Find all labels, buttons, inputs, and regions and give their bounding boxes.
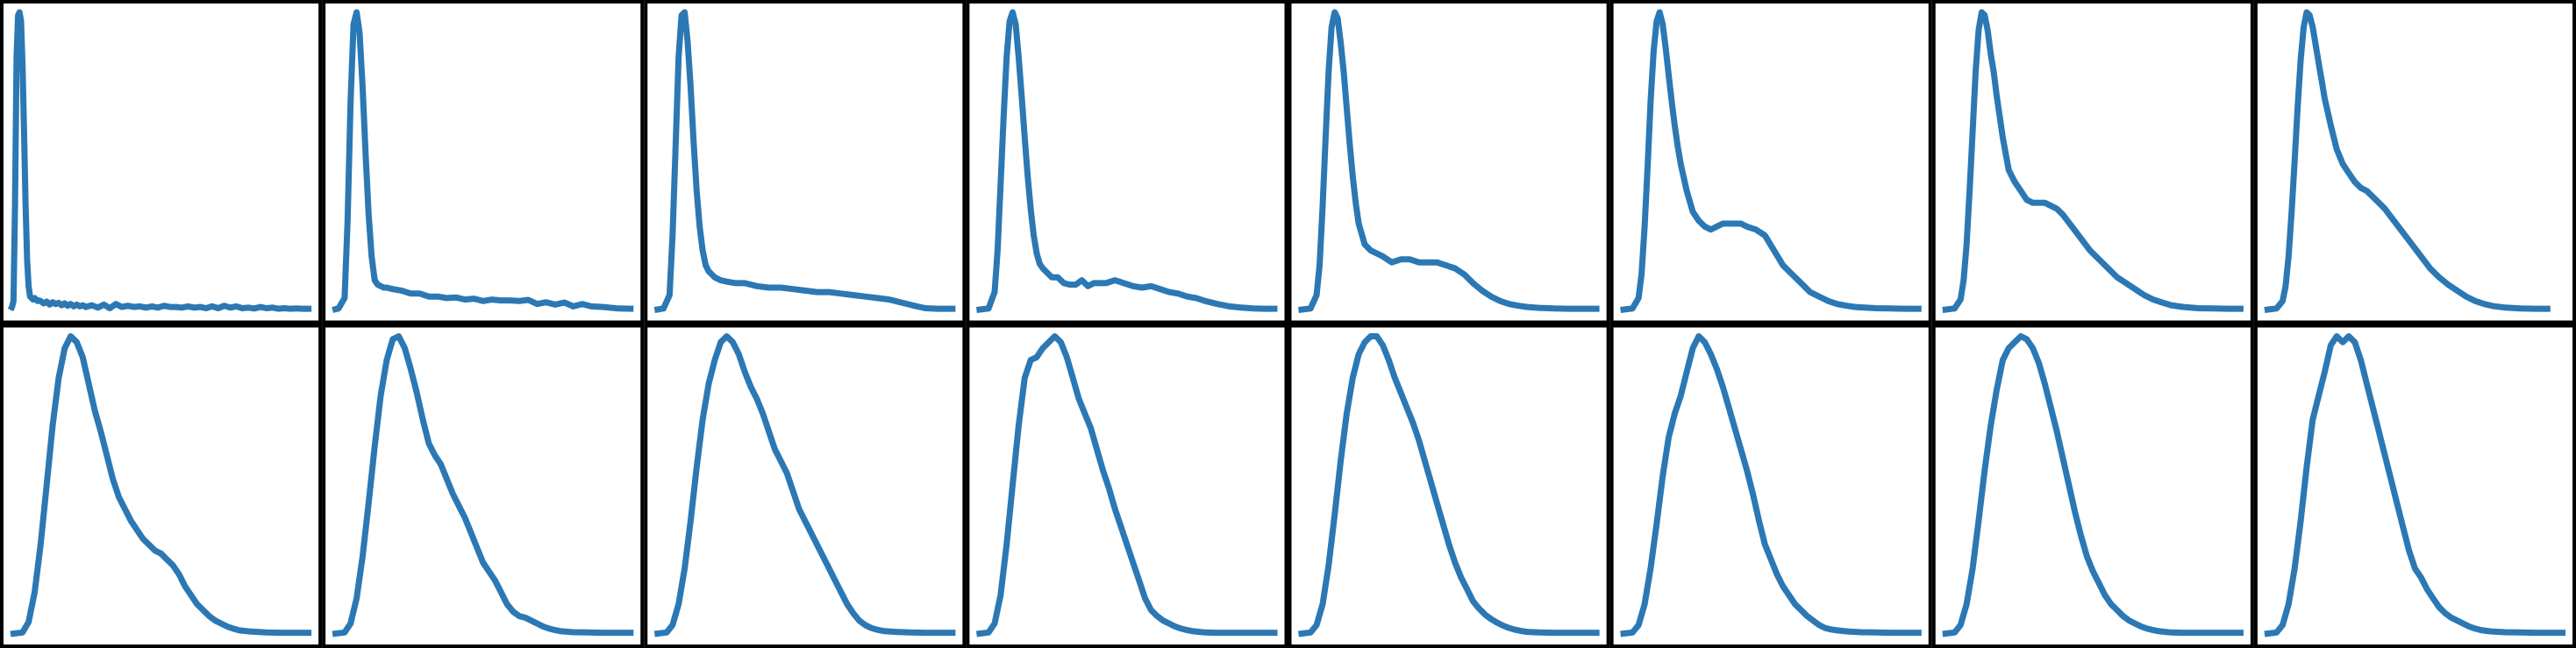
density-line [332,333,634,637]
subplot-frame [1288,324,1610,648]
subplot-frame [1931,324,2254,648]
subplot-4 [966,0,1288,324]
subplot-9 [0,324,323,648]
subplot-10 [322,324,645,648]
subplot-11 [644,324,967,648]
density-line [2264,333,2565,637]
density-line [653,333,956,637]
density-line [1942,9,2244,313]
density-line [2264,9,2551,313]
subplot-frame [1609,0,1932,324]
subplot-3 [644,0,967,324]
density-line [975,333,1278,637]
density-line [10,333,312,637]
subplot-frame [322,324,645,648]
subplot-frame [1931,0,2254,324]
subplot-7 [1931,0,2254,324]
subplot-6 [1609,0,1932,324]
density-line [7,9,312,312]
subplot-5 [1288,0,1610,324]
subplot-frame [644,0,967,324]
density-line [332,9,634,313]
subplot-8 [2253,0,2576,324]
subplot-14 [1609,324,1932,648]
subplot-frame [1609,324,1932,648]
subplot-1 [0,0,323,324]
density-line [1620,9,1922,313]
density-line [1942,333,2244,637]
subplot-15 [1931,324,2254,648]
subplot-frame [0,324,323,648]
subplot-2 [322,0,645,324]
subplot-frame [966,324,1288,648]
subplot-16 [2253,324,2576,648]
subplot-frame [1288,0,1610,324]
density-line [1620,333,1922,637]
subplot-frame [0,0,323,324]
subplot-frame [2253,0,2576,324]
density-line [653,9,956,313]
subplot-frame [322,0,645,324]
density-line [1298,9,1600,313]
density-line [975,9,1278,313]
subplot-frame [2253,324,2576,648]
density-line [1298,333,1600,637]
subplot-13 [1288,324,1610,648]
subplot-12 [966,324,1288,648]
subplot-frame [644,324,967,648]
